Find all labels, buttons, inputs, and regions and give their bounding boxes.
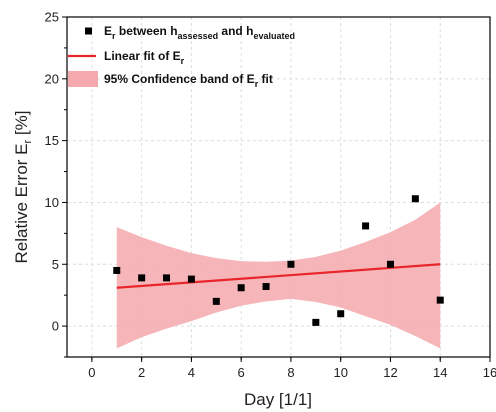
y-tick-label: 0 xyxy=(52,319,59,334)
x-axis-title: Day [1/1] xyxy=(244,390,312,409)
legend-label-fit-part: r xyxy=(181,56,185,66)
x-tick-label: 16 xyxy=(483,365,496,380)
data-point xyxy=(163,274,171,282)
data-point xyxy=(436,296,444,304)
fit-line-layer xyxy=(116,263,441,289)
data-point xyxy=(386,260,394,268)
y-tick-label: 20 xyxy=(45,71,59,86)
y-axis-title-subscript: r xyxy=(22,139,34,143)
axes: 0 2 4 6 8 10 12 14 16 0 5 10 15 20 25 xyxy=(45,10,496,381)
legend-label-points-part: evaluated xyxy=(253,31,295,41)
data-point xyxy=(237,284,245,292)
fit-line xyxy=(116,263,441,289)
legend-label-points: Er between hassessed and hevaluated xyxy=(104,24,295,41)
legend-marker-points xyxy=(85,27,92,35)
legend-marker-band xyxy=(68,71,98,87)
legend-label-points-part: r xyxy=(112,31,116,41)
data-point xyxy=(337,310,345,318)
legend-label-points-part: and h xyxy=(218,24,253,38)
data-point xyxy=(287,260,295,268)
data-point xyxy=(187,275,195,283)
data-point xyxy=(138,274,146,282)
y-tick-label: 5 xyxy=(52,257,59,272)
data-point xyxy=(411,195,419,203)
y-axis-title: Relative Error Er [%] xyxy=(12,111,34,264)
x-tick-label: 6 xyxy=(238,365,245,380)
legend-label-points-part: E xyxy=(104,24,112,38)
y-tick-label: 10 xyxy=(45,195,59,210)
data-point xyxy=(362,222,370,230)
legend-label-band-part: 95% Confidence band of E xyxy=(104,72,255,86)
data-point xyxy=(212,297,220,305)
legend-label-points-part: assessed xyxy=(178,31,219,41)
legend-label-band-part: r xyxy=(255,79,259,89)
data-point xyxy=(312,318,320,326)
x-tick-label: 2 xyxy=(138,365,145,380)
legend-label-fit: Linear fit of Er xyxy=(104,49,185,66)
legend-label-points-part: between h xyxy=(116,24,178,38)
data-point xyxy=(113,266,121,274)
legend-label-fit-part: Linear fit of E xyxy=(104,49,181,63)
legend: Er between hassessed and hevaluated Linea… xyxy=(68,24,295,89)
x-tick-label: 8 xyxy=(287,365,294,380)
x-tick-label: 10 xyxy=(333,365,347,380)
data-points-layer xyxy=(113,195,444,326)
x-tick-label: 14 xyxy=(433,365,447,380)
plot-frame xyxy=(66,16,491,358)
data-point xyxy=(262,283,270,291)
y-axis-title-unit: [%] xyxy=(12,111,31,140)
legend-label-band: 95% Confidence band of Er fit xyxy=(104,72,273,89)
y-axis-title-main: Relative Error E xyxy=(12,143,31,263)
y-tick-label: 25 xyxy=(45,10,59,25)
x-tick-label: 0 xyxy=(88,365,95,380)
legend-label-band-part: fit xyxy=(258,72,273,86)
x-tick-label: 12 xyxy=(383,365,397,380)
y-tick-label: 15 xyxy=(45,133,59,148)
x-tick-label: 4 xyxy=(188,365,195,380)
